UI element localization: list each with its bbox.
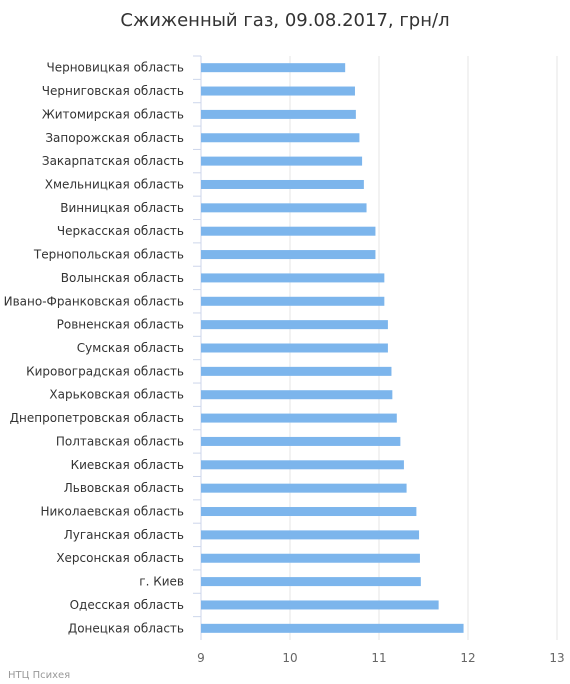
category-label: Сумская область [77,341,184,355]
category-label: Одесская область [70,598,184,612]
category-label: Кировоградская область [26,364,184,378]
category-label: Ивано-Франковская область [4,294,184,308]
bar [201,460,404,470]
bar [201,109,356,119]
bars [201,63,464,633]
bar [201,507,417,517]
bar [201,203,367,213]
x-tick-label: 11 [371,651,386,665]
x-tick-label: 9 [197,651,205,665]
category-label: Киевская область [71,458,184,472]
bar [201,413,397,423]
bar [201,343,388,353]
category-label: Тернопольская область [33,248,184,262]
credit-label: НТЦ Психея [8,670,70,681]
x-tick-label: 10 [282,651,297,665]
bar [201,623,464,633]
bar [201,530,420,540]
category-label: Херсонская область [56,551,184,565]
category-label: Николаевская область [40,505,184,519]
category-label: Ровненская область [57,318,184,332]
bar [201,320,388,330]
category-label: Донецкая область [68,621,184,635]
chart-title: Сжиженный газ, 09.08.2017, грн/л [120,10,449,31]
bar [201,390,393,400]
category-label: Черкасская область [57,224,184,238]
category-label: Волынская область [61,271,184,285]
x-axis-ticks: 9 10 11 12 13 [197,651,564,665]
bar [201,600,439,610]
bar [201,156,363,166]
bar [201,577,421,587]
category-label: Житомирская область [42,107,184,121]
category-label: г. Киев [139,575,184,589]
bar [201,483,407,493]
bar [201,366,392,376]
bar [201,296,385,306]
bar [201,226,376,236]
bar [201,250,376,260]
category-label: Закарпатская область [42,154,184,168]
category-label: Черниговская область [42,84,184,98]
category-label: Луганская область [64,528,184,542]
bar [201,553,420,563]
category-label: Запорожская область [45,131,184,145]
bar [201,179,364,189]
category-label: Львовская область [64,481,184,495]
x-tick-label: 12 [460,651,475,665]
category-label: Харьковская область [49,388,184,402]
bar [201,273,385,283]
x-tick-label: 13 [549,651,564,665]
category-labels: Черновицкая область Черниговская область Ж… [4,61,184,636]
category-label: Полтавская область [56,434,184,448]
bar [201,133,360,143]
bar [201,63,346,73]
category-label: Хмельницкая область [45,177,184,191]
bar [201,86,355,96]
category-label: Черновицкая область [46,61,184,75]
category-label: Днепропетровская область [10,411,184,425]
bar [201,436,401,446]
category-label: Винницкая область [60,201,184,215]
